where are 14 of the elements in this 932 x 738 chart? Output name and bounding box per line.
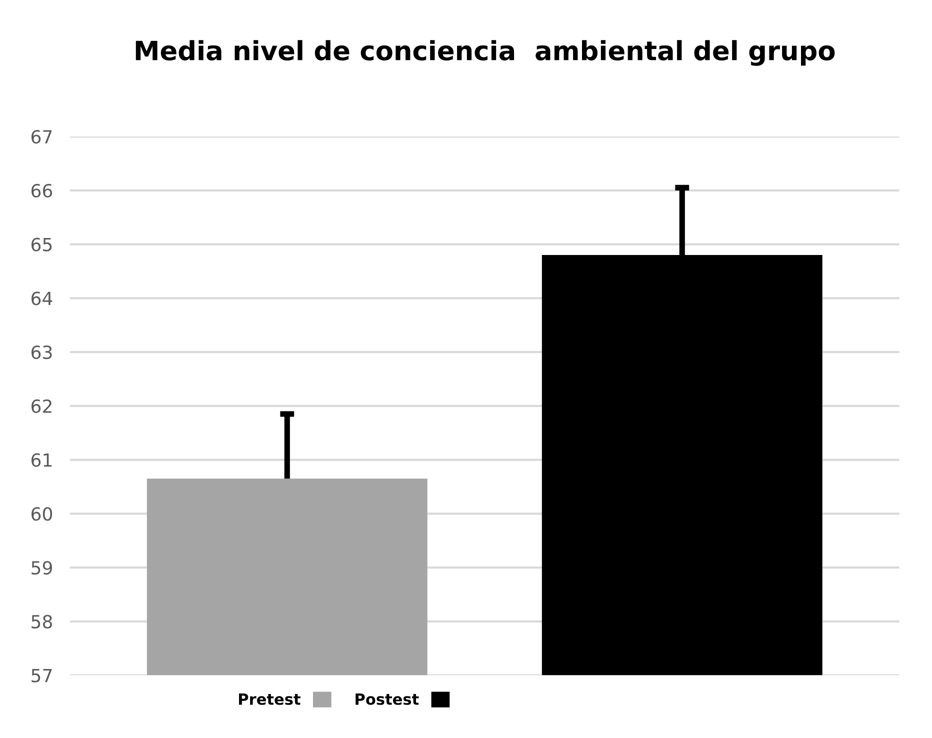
legend-label: Pretest [239,694,300,705]
y-tick-label: 62 [32,399,52,414]
y-tick-label: 61 [32,453,52,467]
y-tick-label: 67 [32,130,52,144]
y-tick-label: 59 [32,560,52,575]
y-tick-label: 64 [32,292,52,306]
y-tick-label: 63 [32,345,52,360]
y-tick-label: 66 [32,184,52,198]
chart-title: Media nivel de conciencia ambiental del grupo [136,40,835,66]
y-tick-label: 65 [32,238,52,252]
y-tick-label: 57 [32,668,52,682]
legend-label: Postest [356,694,419,705]
y-tick-label: 58 [32,614,52,629]
y-tick-label: 60 [32,507,52,521]
